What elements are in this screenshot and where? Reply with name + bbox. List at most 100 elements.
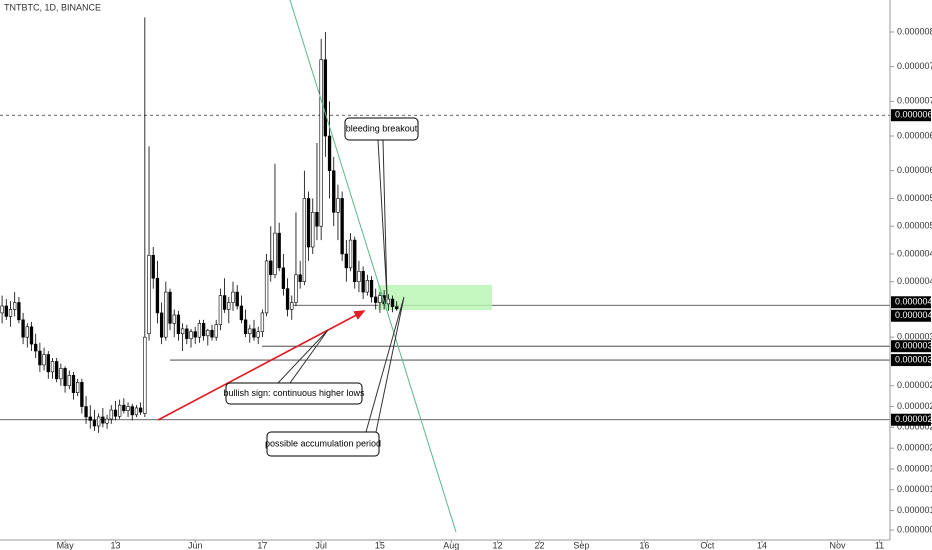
candle-body	[357, 270, 361, 282]
candle-body	[277, 232, 281, 269]
price-label-box	[891, 413, 931, 426]
price-label: 0.00000401	[895, 310, 932, 320]
y-tick-label: 0.00000560	[897, 193, 932, 203]
candle-body	[172, 314, 176, 324]
candle-body	[168, 291, 172, 324]
candle-body	[63, 368, 67, 387]
price-label-box	[891, 109, 931, 122]
x-tick-label: 11	[875, 540, 884, 550]
candle-body	[227, 302, 231, 310]
candle-body	[113, 409, 118, 417]
candle-body	[315, 212, 319, 227]
y-tick-label: 0.00000360	[897, 332, 932, 342]
candle-body	[348, 239, 353, 269]
candle-body	[29, 326, 34, 345]
candle-body	[294, 274, 298, 303]
candle-body	[92, 420, 97, 427]
candle-body	[42, 354, 46, 366]
x-tick-label: 14	[757, 540, 767, 550]
higher-lows-arrow	[157, 310, 366, 421]
candle-body	[21, 319, 25, 338]
candle-body	[130, 406, 134, 416]
candle-body	[4, 305, 8, 317]
candle-body	[147, 255, 151, 335]
candle-body	[361, 270, 365, 293]
callout-pointer	[377, 139, 388, 299]
candle-body	[201, 323, 206, 337]
candle-body	[17, 302, 21, 321]
candle-body	[13, 302, 17, 310]
candle-body	[319, 59, 323, 227]
candle-body	[180, 328, 185, 335]
candle-body	[159, 312, 164, 338]
candle-body	[214, 324, 218, 338]
x-tick-label: Jun	[188, 540, 203, 550]
candle-body	[311, 212, 315, 248]
candle-body	[185, 328, 189, 339]
y-tick-label: 0.00000650	[897, 130, 932, 140]
candle-body	[0, 305, 4, 314]
candle-body	[340, 198, 344, 255]
candle-body	[374, 296, 378, 303]
x-tick-label: May	[57, 540, 75, 550]
candle-body	[290, 302, 294, 310]
x-tick-label: Jul	[315, 540, 327, 550]
candle-body	[34, 343, 38, 352]
candle-body	[218, 295, 223, 326]
y-tick-label: 0.00000170	[897, 463, 932, 473]
candle-body	[390, 298, 395, 307]
candle-body	[84, 406, 88, 418]
candle-body	[71, 375, 76, 393]
candle-body	[306, 198, 311, 248]
price-label-box	[891, 340, 931, 353]
candle-body	[327, 135, 332, 172]
candle-body	[382, 295, 386, 305]
annotation: possible accumulation period	[265, 438, 381, 448]
candle-body	[378, 295, 382, 303]
callout-pointer	[277, 329, 329, 384]
y-tick-label: 0.00000750	[897, 61, 932, 71]
x-tick-label: 17	[257, 540, 267, 550]
candle-body	[176, 314, 181, 335]
y-tick-label: 0.00000600	[897, 165, 932, 175]
x-tick-label: Aug	[443, 540, 459, 550]
annotation: bullish sign: continuous higher lows	[223, 388, 365, 398]
price-label: 0.00000241	[895, 414, 932, 424]
candle-body	[151, 255, 155, 279]
candle-body	[252, 328, 256, 338]
y-tick-label: 0.00000230	[897, 422, 932, 432]
y-tick-label: 0.00000110	[897, 505, 932, 515]
price-label: 0.00000680	[895, 110, 932, 120]
candle-body	[210, 329, 214, 338]
candle-body	[46, 354, 50, 373]
candle-body	[256, 331, 260, 338]
candle-body	[365, 280, 369, 293]
candle-body	[260, 312, 265, 332]
trendline	[289, 0, 457, 533]
price-label: 0.00000406	[895, 297, 932, 307]
candle-body	[197, 323, 202, 338]
candle-body	[101, 416, 105, 424]
candle-body	[155, 277, 160, 314]
candle-body	[88, 416, 92, 421]
candle-body	[8, 309, 13, 317]
candle-body	[395, 306, 399, 310]
candle-body	[126, 406, 130, 412]
candle-body	[264, 260, 269, 314]
candle-body	[332, 170, 336, 213]
candle-body	[386, 298, 390, 305]
candle-body	[138, 407, 143, 413]
price-label-box	[891, 354, 931, 367]
candle-body	[134, 407, 139, 416]
y-tick-label: 0.00000520	[897, 221, 932, 231]
x-tick-label: Sep	[573, 540, 589, 550]
candle-body	[80, 381, 84, 407]
y-tick-label: 0.00000800	[897, 26, 932, 36]
candle-body	[243, 319, 248, 335]
candle-body	[302, 198, 307, 282]
candle-body	[222, 295, 227, 310]
price-label: 0.00000347	[895, 341, 932, 351]
candle-body	[235, 291, 239, 307]
y-tick-label: 0.00000260	[897, 401, 932, 411]
